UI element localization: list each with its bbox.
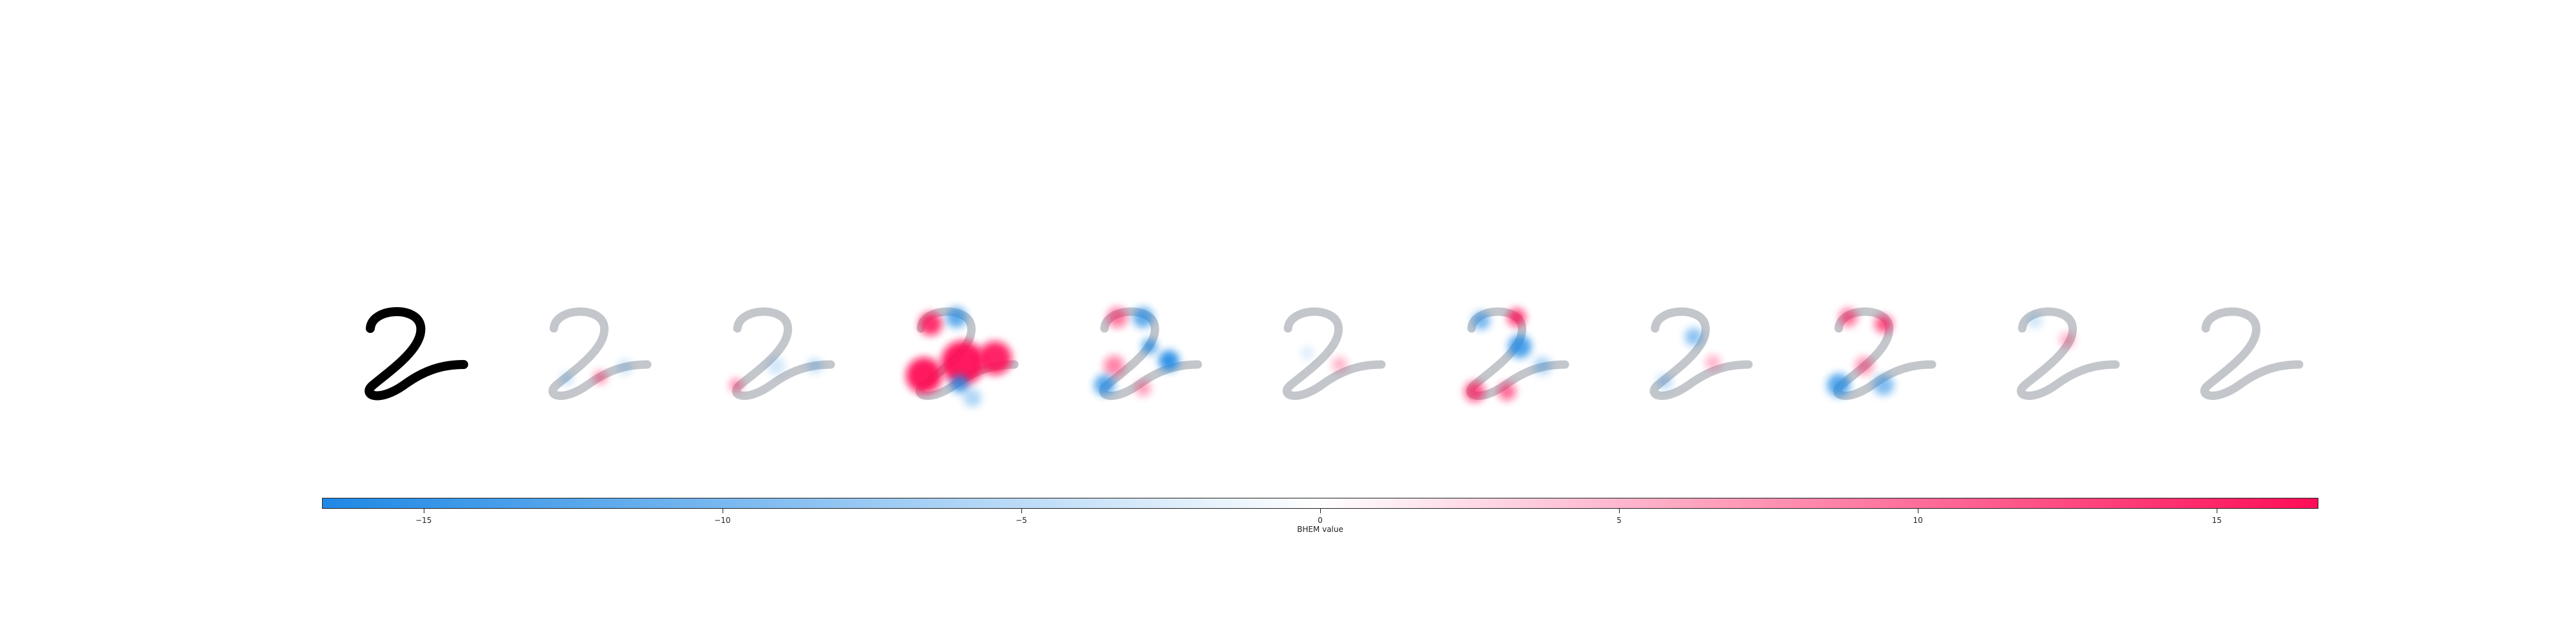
positive-attribution-blob <box>1332 357 1347 372</box>
positive-attribution-blob <box>1464 381 1485 402</box>
attribution-map-1 <box>528 289 657 417</box>
positive-attribution-blob <box>1839 308 1857 327</box>
colorbar-tick-label: 10 <box>1892 516 1944 525</box>
colorbar-tick-label: −5 <box>996 516 1047 525</box>
negative-attribution-blob <box>1159 350 1179 371</box>
negative-attribution-blob <box>946 307 967 328</box>
digit-glyph <box>2204 312 2299 396</box>
positive-attribution-blob <box>2060 332 2075 348</box>
negative-attribution-blob <box>1508 335 1531 358</box>
negative-attribution-blob <box>1472 312 1490 330</box>
attribution-map-7 <box>1629 289 1758 417</box>
positive-attribution-blob <box>1855 357 1873 375</box>
positive-attribution-blob <box>730 379 743 392</box>
colorbar-tick-label: −10 <box>697 516 748 525</box>
negative-attribution-blob <box>1142 339 1157 354</box>
attribution-map-10 <box>2180 289 2309 417</box>
attribution-map-9 <box>1996 289 2125 417</box>
negative-attribution-blob <box>1657 374 1672 390</box>
negative-attribution-blob <box>807 358 822 374</box>
negative-attribution-blob <box>1133 307 1153 328</box>
negative-attribution-blob <box>1685 328 1703 346</box>
negative-attribution-blob <box>963 389 981 407</box>
colorbar-tick-label: 5 <box>1593 516 1645 525</box>
digit-glyph <box>369 312 464 396</box>
positive-attribution-blob <box>978 341 1012 375</box>
attribution-map-5 <box>1262 289 1391 417</box>
negative-attribution-blob <box>1301 346 1314 359</box>
attribution-map-8 <box>1813 289 1942 417</box>
negative-attribution-blob <box>617 359 632 375</box>
positive-attribution-blob <box>594 371 607 384</box>
positive-attribution-blob <box>1104 355 1124 376</box>
positive-attribution-blob <box>1135 381 1151 396</box>
negative-attribution-blob <box>2027 313 2043 328</box>
attribution-map-2 <box>712 289 840 417</box>
positive-attribution-blob <box>1107 307 1128 328</box>
colorbar-tick <box>1320 509 1321 513</box>
original-digit-image <box>345 289 473 417</box>
negative-attribution-blob <box>1094 375 1115 395</box>
negative-attribution-blob <box>1533 357 1551 375</box>
positive-attribution-blob <box>906 357 942 393</box>
attribution-map-3 <box>895 289 1024 417</box>
positive-attribution-blob <box>1498 383 1516 401</box>
attribution-map-4 <box>1079 289 1208 417</box>
colorbar-tick-label: 0 <box>1294 516 1346 525</box>
positive-attribution-blob <box>1875 315 1893 333</box>
positive-attribution-blob <box>1508 308 1526 327</box>
colorbar <box>322 498 2318 509</box>
negative-attribution-blob <box>560 372 573 385</box>
negative-attribution-blob <box>951 375 969 393</box>
negative-attribution-blob <box>1873 375 1894 395</box>
digit-glyph <box>736 312 831 396</box>
negative-attribution-blob <box>1827 374 1850 397</box>
negative-attribution-blob <box>767 357 785 375</box>
attribution-map-6 <box>1446 289 1575 417</box>
colorbar-tick-label: 15 <box>2191 516 2242 525</box>
colorbar-tick-label: −15 <box>398 516 450 525</box>
colorbar-tick <box>1021 509 1022 513</box>
colorbar-tick <box>1619 509 1620 513</box>
colorbar-label: BHEM value <box>0 525 2576 534</box>
positive-attribution-blob <box>919 312 942 336</box>
positive-attribution-blob <box>1705 355 1721 370</box>
